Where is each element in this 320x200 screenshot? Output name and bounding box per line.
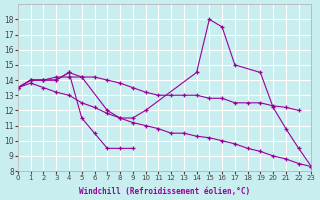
X-axis label: Windchill (Refroidissement éolien,°C): Windchill (Refroidissement éolien,°C) xyxy=(79,187,250,196)
